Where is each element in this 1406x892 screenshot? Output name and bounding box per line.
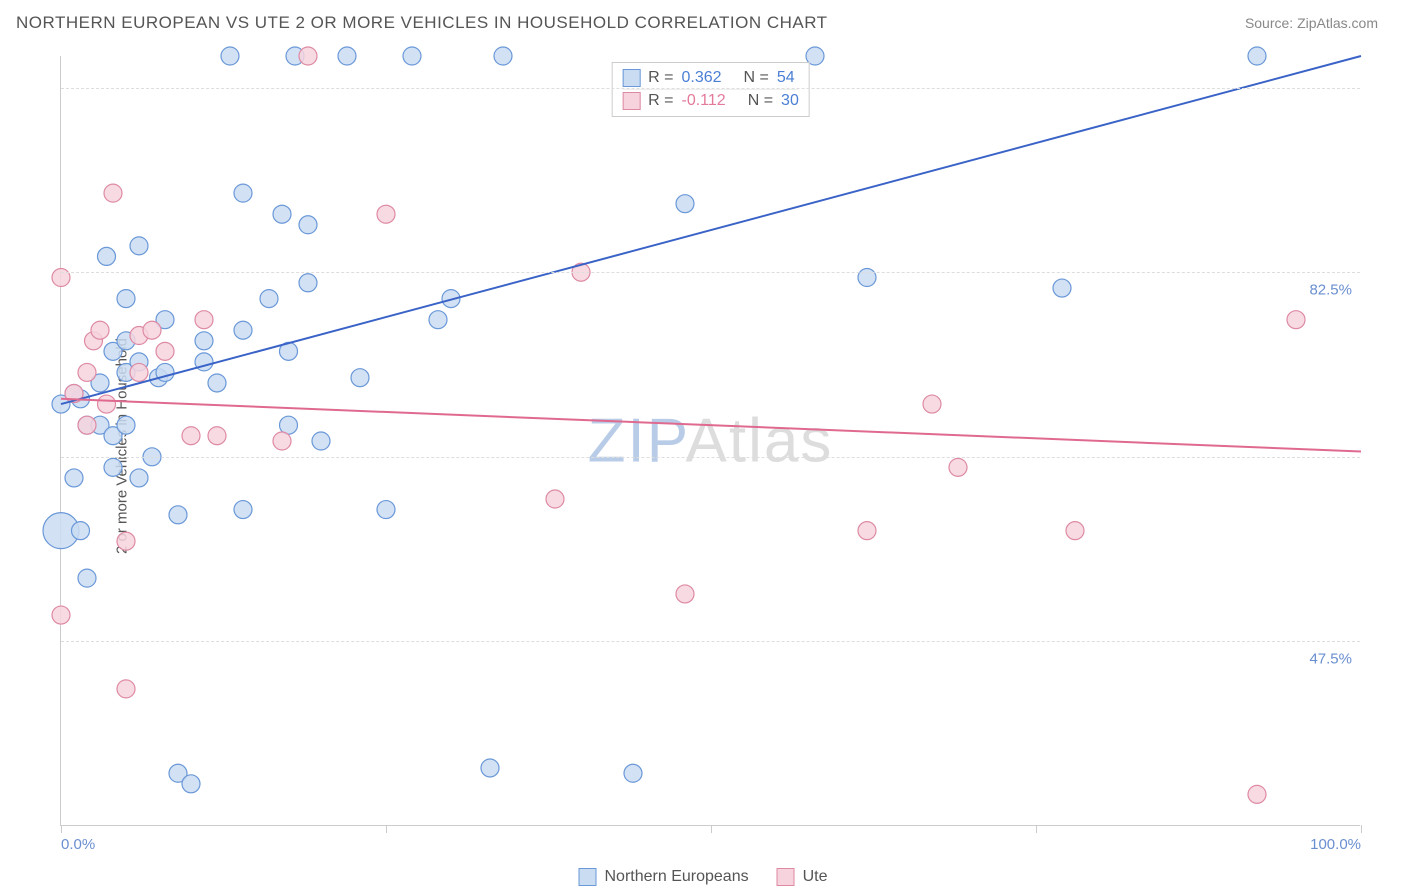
data-point	[130, 469, 148, 487]
scatter-svg	[61, 56, 1360, 825]
data-point	[65, 469, 83, 487]
data-point	[130, 363, 148, 381]
data-point	[117, 680, 135, 698]
data-point	[377, 205, 395, 223]
data-point	[403, 47, 421, 65]
data-point	[98, 395, 116, 413]
source-label: Source: ZipAtlas.com	[1245, 15, 1378, 31]
r-value-0: 0.362	[682, 69, 722, 87]
data-point	[78, 363, 96, 381]
data-point	[98, 247, 116, 265]
y-tick-label: 47.5%	[1309, 651, 1352, 668]
x-tick-label: 0.0%	[61, 836, 95, 853]
data-point	[494, 47, 512, 65]
data-point	[429, 311, 447, 329]
data-point	[182, 427, 200, 445]
data-point	[546, 490, 564, 508]
swatch-series-1	[622, 92, 640, 110]
data-point	[234, 184, 252, 202]
legend-item-0: Northern Europeans	[579, 868, 749, 886]
n-label: N =	[744, 69, 769, 87]
data-point	[156, 342, 174, 360]
data-point	[1248, 47, 1266, 65]
data-point	[117, 532, 135, 550]
data-point	[949, 458, 967, 476]
data-point	[299, 274, 317, 292]
data-point	[117, 416, 135, 434]
legend-swatch-0	[579, 868, 597, 886]
swatch-series-0	[622, 69, 640, 87]
r-label: R =	[648, 69, 673, 87]
data-point	[52, 606, 70, 624]
data-point	[299, 216, 317, 234]
data-point	[221, 47, 239, 65]
legend-bottom: Northern Europeans Ute	[579, 868, 828, 886]
data-point	[481, 759, 499, 777]
data-point	[169, 506, 187, 524]
data-point	[1248, 785, 1266, 803]
r-value-1: -0.112	[682, 92, 726, 110]
regression-line	[61, 399, 1361, 452]
stats-row-series-0: R = 0.362 N = 54	[622, 67, 799, 89]
data-point	[195, 311, 213, 329]
chart-title: NORTHERN EUROPEAN VS UTE 2 OR MORE VEHIC…	[16, 13, 828, 33]
legend-label-0: Northern Europeans	[605, 868, 749, 886]
data-point	[182, 775, 200, 793]
n-label: N =	[748, 92, 773, 110]
data-point	[78, 569, 96, 587]
data-point	[208, 374, 226, 392]
chart-plot-area: ZIPAtlas R = 0.362 N = 54 R = -0.112 N =…	[60, 56, 1360, 826]
data-point	[273, 432, 291, 450]
y-tick-label: 82.5%	[1309, 282, 1352, 299]
stats-row-series-1: R = -0.112 N = 30	[622, 89, 799, 112]
x-tick-label: 100.0%	[1310, 836, 1361, 853]
n-value-1: 30	[781, 92, 799, 110]
data-point	[234, 501, 252, 519]
stats-legend-box: R = 0.362 N = 54 R = -0.112 N = 30	[611, 62, 810, 117]
data-point	[52, 269, 70, 287]
data-point	[78, 416, 96, 434]
data-point	[143, 321, 161, 339]
data-point	[312, 432, 330, 450]
data-point	[1287, 311, 1305, 329]
data-point	[273, 205, 291, 223]
data-point	[208, 427, 226, 445]
data-point	[338, 47, 356, 65]
data-point	[351, 369, 369, 387]
data-point	[91, 321, 109, 339]
data-point	[624, 764, 642, 782]
data-point	[299, 47, 317, 65]
legend-swatch-1	[777, 868, 795, 886]
r-label: R =	[648, 92, 673, 110]
data-point	[1053, 279, 1071, 297]
legend-label-1: Ute	[803, 868, 828, 886]
data-point	[676, 585, 694, 603]
data-point	[117, 290, 135, 308]
data-point	[195, 332, 213, 350]
data-point	[858, 269, 876, 287]
n-value-0: 54	[777, 69, 795, 87]
data-point	[234, 321, 252, 339]
data-point	[72, 522, 90, 540]
data-point	[676, 195, 694, 213]
data-point	[104, 184, 122, 202]
data-point	[858, 522, 876, 540]
data-point	[130, 237, 148, 255]
data-point	[923, 395, 941, 413]
data-point	[260, 290, 278, 308]
data-point	[377, 501, 395, 519]
legend-item-1: Ute	[777, 868, 828, 886]
data-point	[1066, 522, 1084, 540]
data-point	[104, 458, 122, 476]
